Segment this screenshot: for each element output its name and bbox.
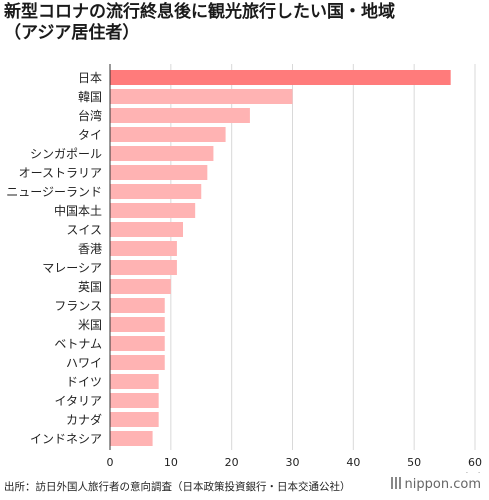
- bar: [110, 108, 250, 123]
- bar: [110, 70, 451, 85]
- bar: [110, 412, 159, 427]
- logo-text: nippon.com: [404, 477, 481, 492]
- title-line-2: （アジア居住者）: [4, 23, 140, 43]
- bar: [110, 241, 177, 256]
- category-label: 台湾: [78, 108, 102, 123]
- x-tick-label: 20: [225, 456, 239, 469]
- category-label: シンガポール: [30, 147, 102, 161]
- x-tick-label: 60: [468, 456, 482, 469]
- bar: [110, 431, 153, 446]
- x-tick-label: 10: [164, 456, 178, 469]
- bar: [110, 298, 165, 313]
- bar: [110, 203, 196, 218]
- x-tick-labels: 0 10 20 30 40 50 60 (%): [107, 456, 483, 473]
- bar: [110, 165, 208, 180]
- bar: [110, 393, 159, 408]
- category-label: オーストラリア: [19, 166, 102, 180]
- nippon-logo: nippon.com: [390, 476, 481, 492]
- category-label: 米国: [78, 318, 102, 332]
- category-label: ドイツ: [66, 375, 102, 389]
- x-tick-label: 0: [107, 456, 114, 469]
- category-label: インドネシア: [30, 432, 102, 446]
- bar: [110, 355, 165, 370]
- bar: [110, 222, 183, 237]
- category-label: マレーシア: [42, 261, 102, 275]
- category-label: 韓国: [78, 90, 102, 104]
- category-label: 香港: [78, 242, 102, 256]
- bars: [109, 64, 451, 450]
- bar: [110, 317, 165, 332]
- x-unit-label: (%): [464, 472, 481, 473]
- bar-chart: 日本韓国台湾タイシンガポールオーストラリアニュージーランド中国本土スイス香港マレ…: [6, 64, 483, 473]
- bar: [110, 374, 159, 389]
- category-label: 日本: [78, 71, 102, 85]
- logo-bars-icon: [390, 477, 401, 489]
- x-tick-label: 40: [346, 456, 360, 469]
- category-label: フランス: [54, 299, 102, 313]
- bar: [110, 146, 214, 161]
- category-label: ハワイ: [66, 356, 102, 370]
- category-label: イタリア: [54, 394, 102, 408]
- category-label: 英国: [78, 280, 102, 294]
- bar: [110, 279, 171, 294]
- title-line-1: 新型コロナの流行終息後に観光旅行したい国・地域: [4, 2, 395, 22]
- x-tick-label: 30: [286, 456, 300, 469]
- category-label: 中国本土: [54, 203, 102, 218]
- chart-title: 新型コロナの流行終息後に観光旅行したい国・地域 （アジア居住者）: [4, 2, 484, 44]
- category-labels: 日本韓国台湾タイシンガポールオーストラリアニュージーランド中国本土スイス香港マレ…: [6, 71, 102, 446]
- category-label: ニュージーランド: [6, 185, 102, 199]
- category-label: スイス: [66, 223, 102, 237]
- bar: [110, 184, 202, 199]
- bar: [110, 89, 293, 104]
- source-note: 出所：訪日外国人旅行者の意向調査（日本政策投資銀行・日本交通公社）: [4, 481, 351, 493]
- bar: [110, 336, 165, 351]
- category-label: タイ: [78, 128, 102, 142]
- bar: [110, 127, 226, 142]
- x-tick-label: 50: [407, 456, 421, 469]
- bar: [110, 260, 177, 275]
- category-label: カナダ: [66, 412, 102, 427]
- category-label: ベトナム: [54, 337, 102, 351]
